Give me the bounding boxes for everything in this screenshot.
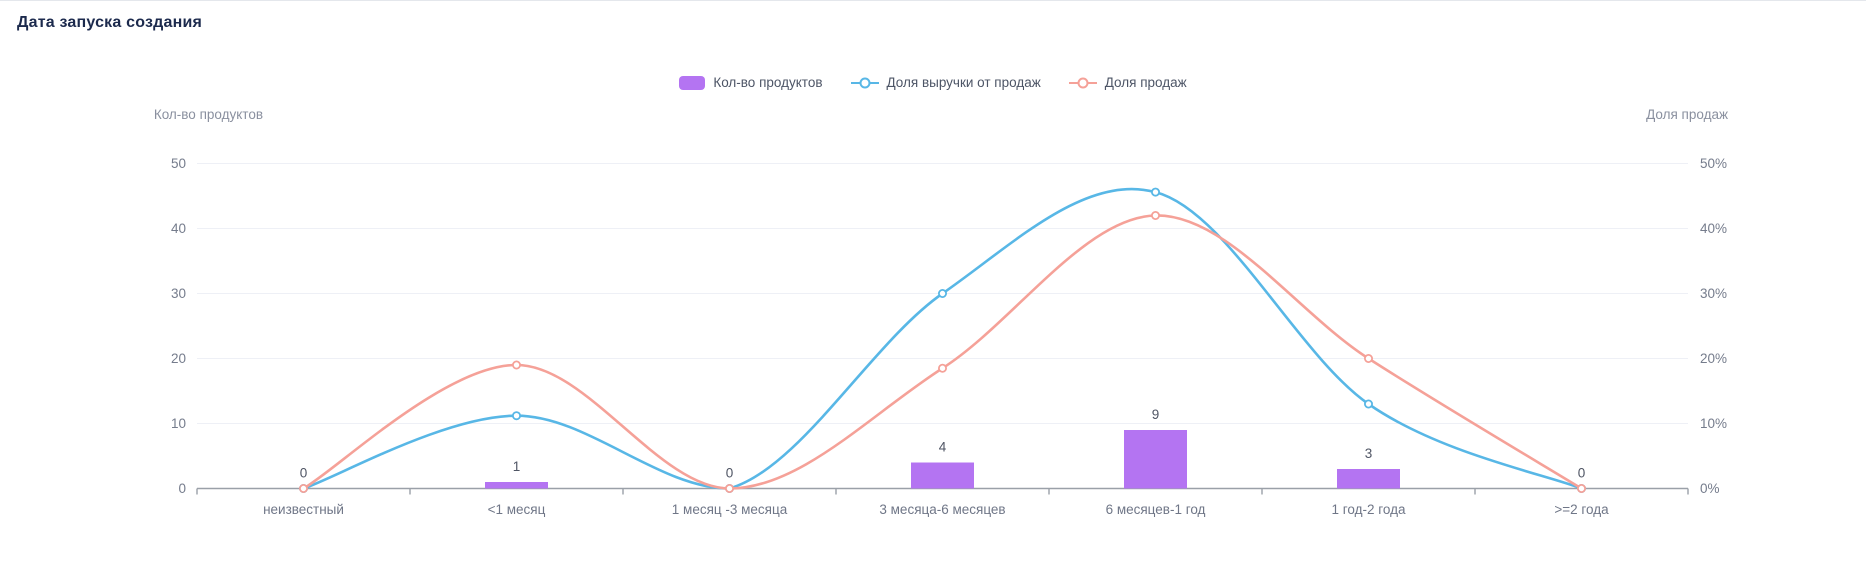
right-axis-tick: 30% [1700, 286, 1727, 301]
bar[interactable] [911, 462, 974, 489]
x-axis-label: >=2 года [1554, 502, 1609, 517]
legend-item-sales-share[interactable]: Доля продаж [1068, 75, 1187, 90]
x-axis-label: <1 месяц [488, 502, 546, 517]
left-axis-name: Кол-во продуктов [154, 107, 263, 122]
bar-value-label: 3 [1365, 446, 1373, 461]
bar[interactable] [1124, 430, 1187, 489]
bar-value-label: 0 [300, 466, 308, 481]
x-axis-label: 1 месяц -3 месяца [672, 502, 788, 517]
chart-legend: Кол-во продуктов Доля выручки от продаж … [0, 75, 1866, 90]
legend-label: Доля выручки от продаж [886, 75, 1041, 90]
left-axis-tick: 50 [171, 156, 186, 171]
legend-item-product-count[interactable]: Кол-во продуктов [679, 75, 823, 90]
x-axis-label: 1 год-2 года [1332, 502, 1406, 517]
data-point-marker[interactable] [1151, 210, 1161, 220]
data-point-marker[interactable] [512, 411, 522, 421]
bar-value-label: 1 [513, 459, 521, 474]
left-axis-tick: 20 [171, 351, 186, 366]
line-marker-icon [850, 76, 879, 90]
x-axis-label: 6 месяцев-1 год [1106, 502, 1206, 517]
right-axis-tick: 40% [1700, 221, 1727, 236]
data-point-marker[interactable] [1577, 483, 1587, 493]
right-axis-name: Доля продаж [1646, 107, 1728, 122]
bar-value-label: 0 [726, 466, 734, 481]
bar-swatch-icon [679, 75, 706, 90]
right-axis-tick: 10% [1700, 416, 1727, 431]
bar-value-label: 9 [1152, 407, 1160, 422]
data-point-marker[interactable] [298, 483, 308, 493]
chart-title: Дата запуска создания [17, 14, 203, 31]
legend-item-revenue-share[interactable]: Доля выручки от продаж [850, 75, 1041, 90]
data-point-marker[interactable] [512, 360, 522, 370]
left-axis-tick: 40 [171, 221, 186, 236]
legend-label: Кол-во продуктов [713, 75, 823, 90]
data-point-marker[interactable] [938, 363, 948, 373]
x-axis-label: 3 месяца-6 месяцев [879, 502, 1005, 517]
bar[interactable] [485, 482, 548, 489]
data-point-marker[interactable] [1364, 353, 1374, 363]
right-axis-tick: 0% [1700, 481, 1720, 496]
bar[interactable] [1337, 469, 1400, 489]
right-axis-tick: 20% [1700, 351, 1727, 366]
left-axis-tick: 0 [178, 481, 186, 496]
data-point-marker[interactable] [938, 288, 948, 298]
data-point-marker[interactable] [1151, 187, 1161, 197]
left-axis-tick: 30 [171, 286, 186, 301]
data-point-marker[interactable] [725, 483, 735, 493]
line-marker-icon [1068, 76, 1097, 90]
x-axis-label: неизвестный [263, 502, 344, 517]
legend-label: Доля продаж [1104, 75, 1187, 90]
bar-value-label: 0 [1578, 466, 1586, 481]
bar-value-label: 4 [939, 440, 947, 455]
right-axis-tick: 50% [1700, 156, 1727, 171]
data-point-marker[interactable] [1364, 399, 1374, 409]
left-axis-tick: 10 [171, 416, 186, 431]
